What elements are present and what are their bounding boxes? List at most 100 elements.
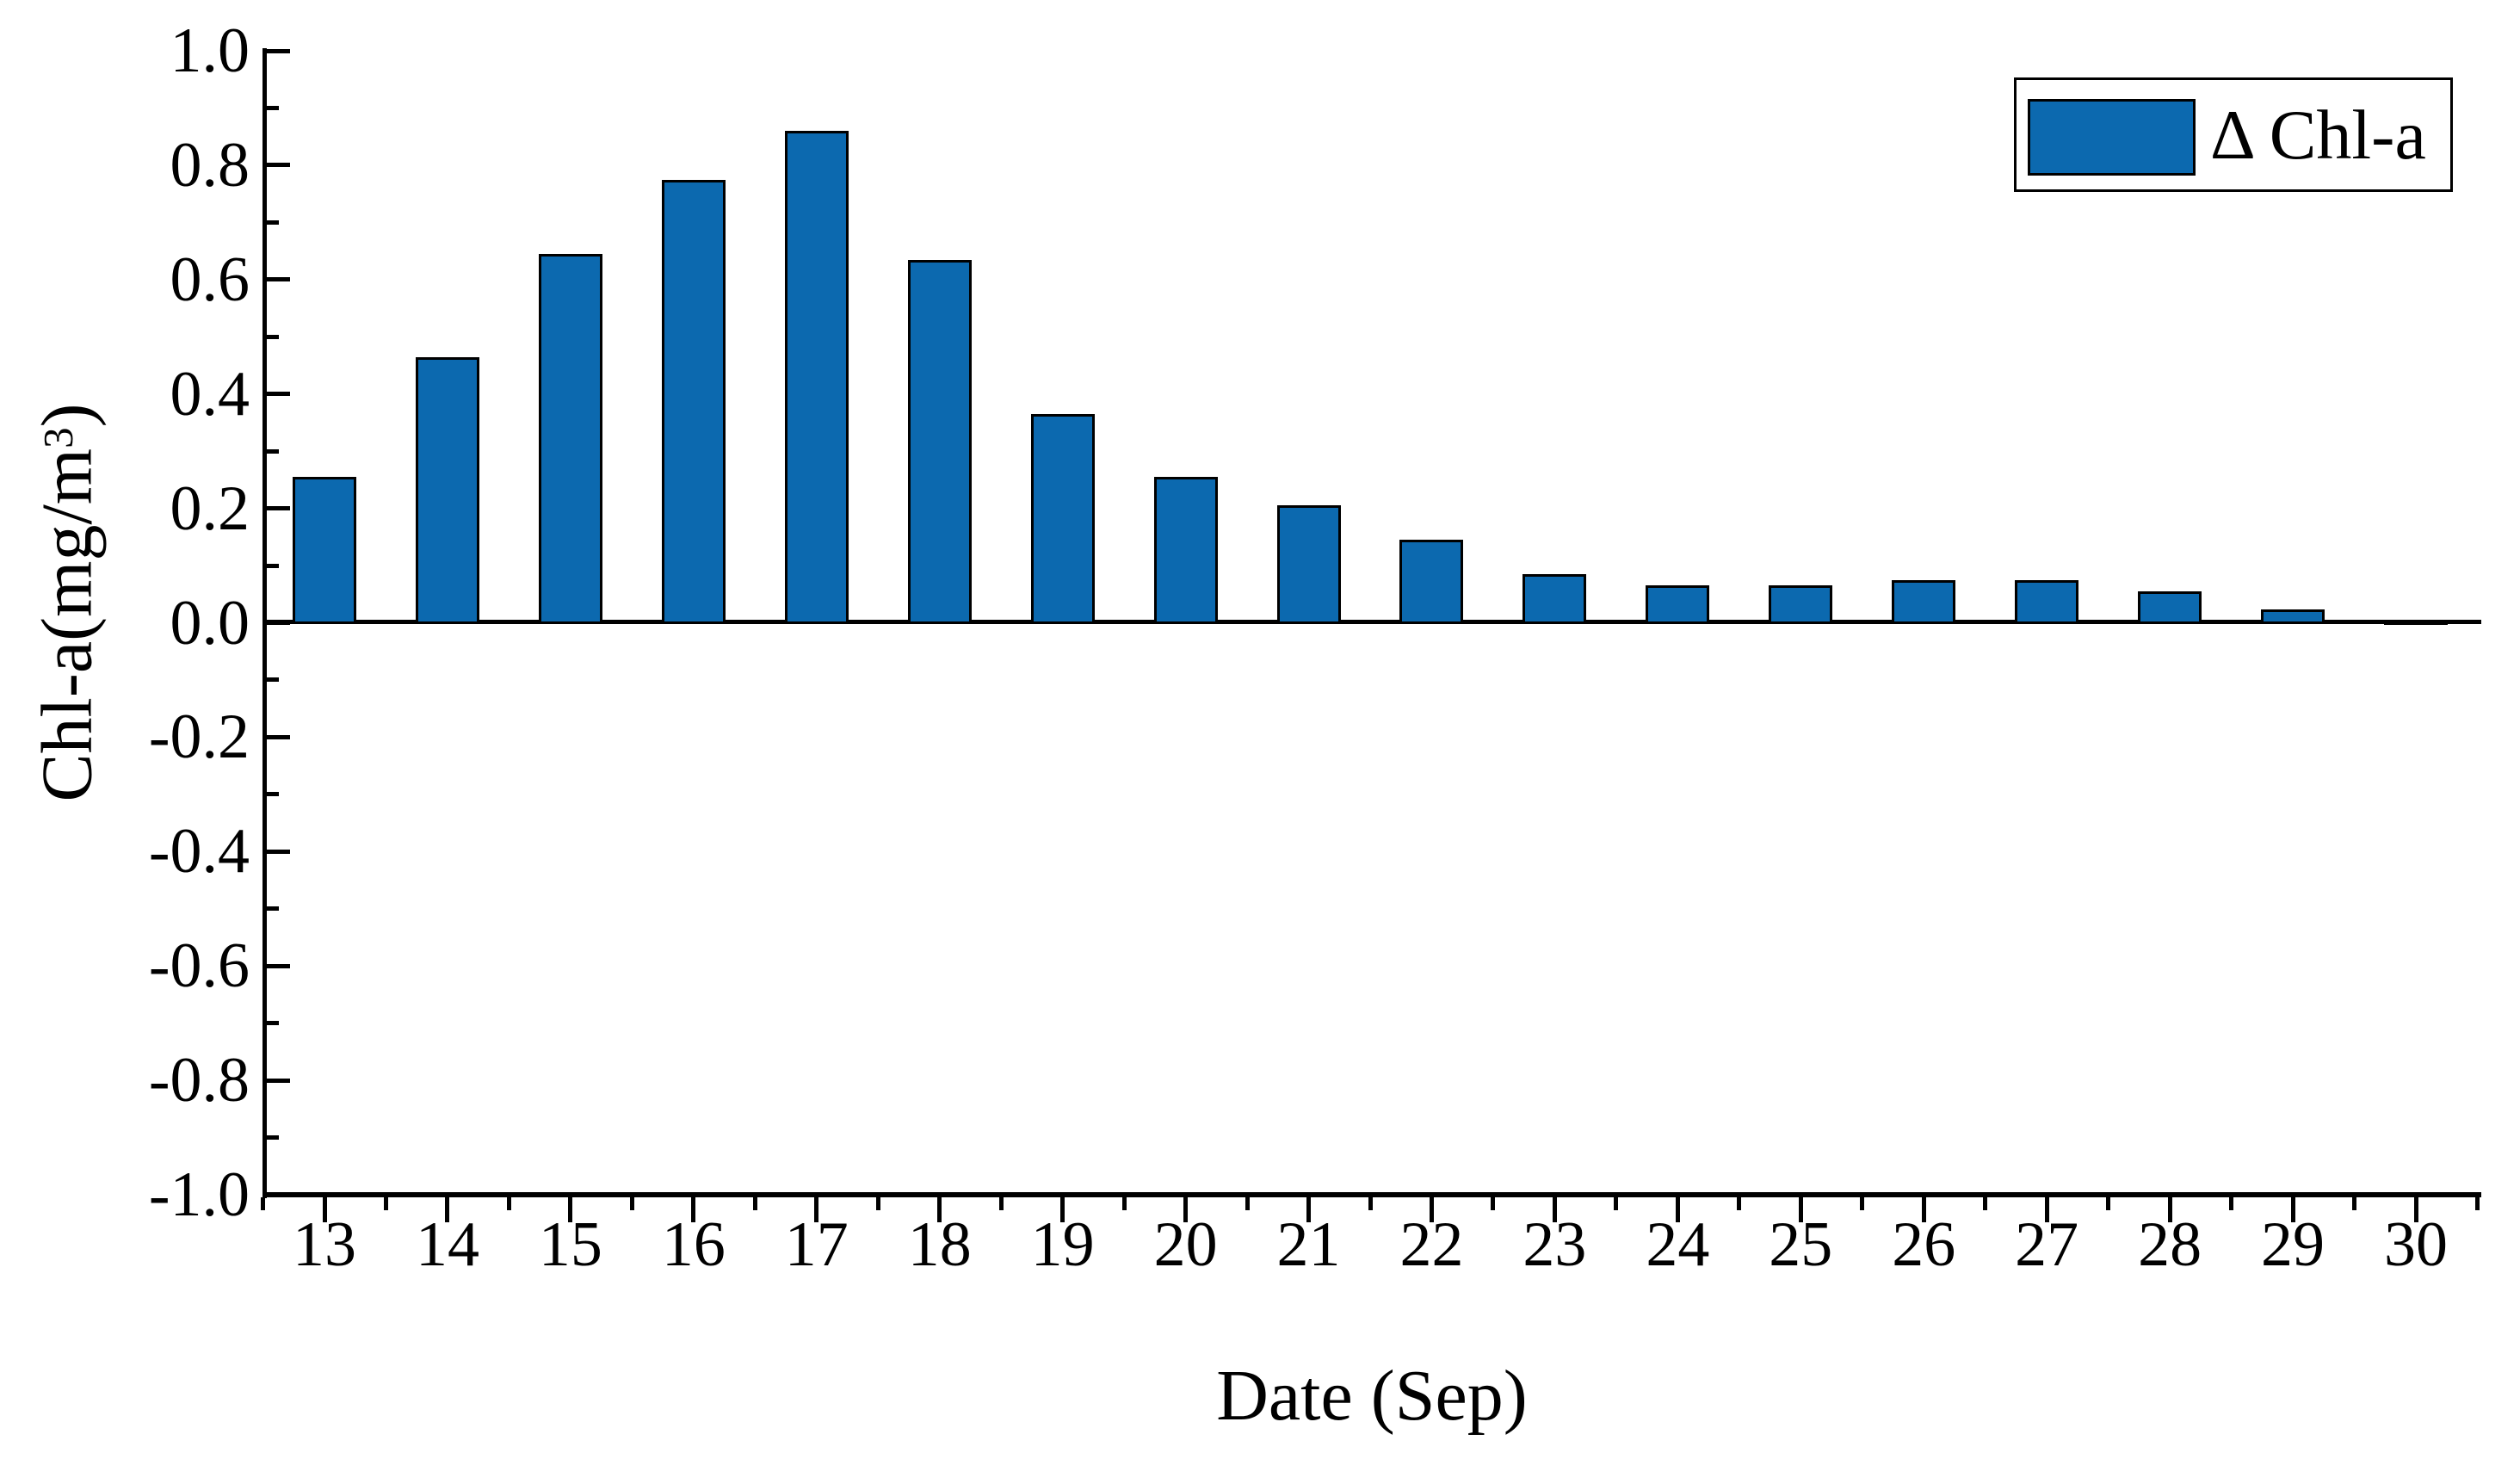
x-major-tick (1183, 1197, 1189, 1222)
y-major-tick (267, 1078, 290, 1083)
y-major-tick (267, 734, 290, 739)
x-major-tick (445, 1197, 450, 1222)
x-tick-label: 20 (1153, 1209, 1218, 1280)
bar (1769, 585, 1833, 625)
x-tick-label: 29 (2261, 1209, 2325, 1280)
y-major-tick (267, 277, 290, 282)
bar (293, 477, 356, 625)
x-axis-title: Date (Sep) (1216, 1356, 1528, 1436)
y-major-tick (267, 506, 290, 511)
y-axis-title-text: Chl-a(mg/m (27, 448, 108, 802)
x-major-tick (1306, 1197, 1312, 1222)
x-major-tick (1060, 1197, 1065, 1222)
y-major-tick (267, 48, 290, 53)
x-major-tick (1675, 1197, 1680, 1222)
zero-baseline (267, 620, 2481, 624)
x-minor-tick (383, 1197, 388, 1210)
x-major-tick (1429, 1197, 1434, 1222)
x-minor-tick (2106, 1197, 2111, 1210)
y-minor-tick (267, 1135, 279, 1141)
y-minor-tick (267, 334, 279, 339)
y-axis-title: Chl-a(mg/m3) (26, 404, 109, 802)
y-minor-tick (267, 1021, 279, 1026)
x-tick-label: 14 (415, 1209, 479, 1280)
x-tick-label: 13 (293, 1209, 356, 1280)
x-major-tick (1921, 1197, 1926, 1222)
bar (1399, 540, 1464, 625)
y-tick-label: 0.4 (170, 358, 250, 430)
bar (661, 179, 726, 625)
y-tick-label: 0.8 (170, 129, 250, 201)
x-tick-label: 15 (538, 1209, 602, 1280)
x-minor-tick (752, 1197, 757, 1210)
bar (1030, 413, 1095, 625)
x-minor-tick (1614, 1197, 1619, 1210)
y-major-tick (267, 1192, 290, 1197)
y-major-tick (267, 849, 290, 854)
x-minor-tick (261, 1197, 266, 1210)
bar (1892, 579, 1956, 625)
y-minor-tick (267, 563, 279, 568)
legend-label: Δ Chl-a (2210, 96, 2426, 174)
bar (1522, 574, 1587, 625)
x-minor-tick (1983, 1197, 1988, 1210)
bar (415, 356, 479, 625)
y-minor-tick (267, 792, 279, 797)
x-major-tick (1552, 1197, 1557, 1222)
x-minor-tick (875, 1197, 880, 1210)
y-tick-label: -0.4 (148, 816, 250, 887)
x-tick-label: 28 (2138, 1209, 2202, 1280)
x-minor-tick (629, 1197, 634, 1210)
y-minor-tick (267, 448, 279, 454)
x-minor-tick (2352, 1197, 2357, 1210)
x-minor-tick (2229, 1197, 2234, 1210)
bar (2261, 609, 2325, 625)
x-tick-label: 23 (1522, 1209, 1587, 1280)
bar (1153, 477, 1218, 625)
y-minor-tick (267, 219, 279, 225)
x-major-tick (322, 1197, 327, 1222)
y-axis-spine (262, 48, 267, 1198)
bar (2384, 620, 2448, 626)
x-minor-tick (1121, 1197, 1127, 1210)
y-tick-label: 0.2 (170, 473, 250, 544)
y-tick-label: 0.6 (170, 244, 250, 315)
x-tick-label: 30 (2384, 1209, 2448, 1280)
x-minor-tick (1737, 1197, 1742, 1210)
y-minor-tick (267, 906, 279, 912)
x-tick-label: 19 (1030, 1209, 1095, 1280)
bar (1276, 505, 1341, 625)
x-minor-tick (2474, 1197, 2480, 1210)
x-minor-tick (1860, 1197, 1865, 1210)
bar (2015, 579, 2079, 625)
x-tick-label: 17 (784, 1209, 849, 1280)
bar (907, 259, 972, 625)
x-tick-label: 21 (1276, 1209, 1341, 1280)
x-minor-tick (998, 1197, 1004, 1210)
y-axis-title-close: ) (27, 403, 108, 428)
y-major-tick (267, 163, 290, 168)
bar (538, 253, 602, 625)
legend-swatch (2028, 99, 2196, 176)
bar (784, 131, 849, 625)
bar (1646, 585, 1710, 625)
y-minor-tick (267, 677, 279, 683)
x-minor-tick (1491, 1197, 1496, 1210)
y-tick-label: -1.0 (148, 1159, 250, 1230)
x-tick-label: 22 (1399, 1209, 1464, 1280)
x-major-tick (2167, 1197, 2172, 1222)
y-axis-title-exponent: 3 (35, 427, 83, 448)
legend: Δ Chl-a (2014, 77, 2453, 192)
x-major-tick (814, 1197, 819, 1222)
x-major-tick (2044, 1197, 2049, 1222)
x-tick-label: 16 (661, 1209, 726, 1280)
y-tick-label: -0.6 (148, 930, 250, 1002)
x-tick-label: 26 (1892, 1209, 1956, 1280)
x-major-tick (937, 1197, 942, 1222)
y-tick-label: 0.0 (170, 587, 250, 658)
x-minor-tick (506, 1197, 511, 1210)
y-major-tick (267, 392, 290, 397)
x-major-tick (691, 1197, 696, 1222)
x-major-tick (2290, 1197, 2295, 1222)
